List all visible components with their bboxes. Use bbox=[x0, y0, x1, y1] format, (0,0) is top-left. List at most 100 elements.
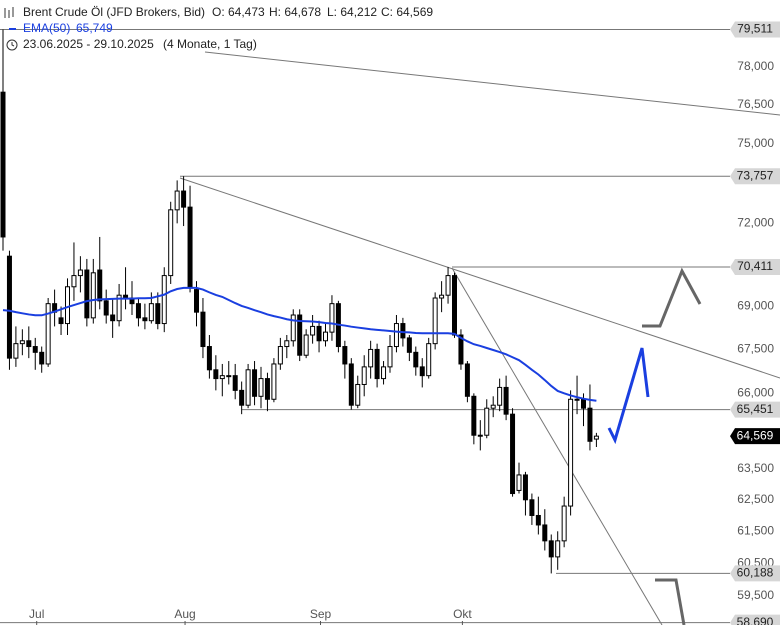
candle-body bbox=[245, 369, 251, 406]
trend-line bbox=[451, 267, 663, 625]
y-tick-label: 59,500 bbox=[737, 588, 774, 602]
candle-body bbox=[581, 398, 586, 409]
candle-body bbox=[310, 325, 316, 336]
candle-body bbox=[374, 348, 380, 380]
level-box bbox=[730, 614, 780, 625]
candle-body bbox=[568, 398, 574, 507]
candles bbox=[0, 29, 599, 574]
level-lines bbox=[0, 28, 730, 624]
candle-body bbox=[116, 294, 122, 322]
candle-body bbox=[135, 303, 141, 319]
y-tick-label: 67,500 bbox=[737, 342, 774, 356]
candle-body bbox=[39, 351, 45, 365]
ohlc-low: L: 64,212 bbox=[327, 5, 377, 19]
y-tick-label: 61,500 bbox=[737, 523, 774, 537]
candle-body bbox=[516, 474, 522, 491]
legend-value: 65,749 bbox=[76, 21, 113, 35]
candle-body bbox=[419, 366, 425, 377]
candle-body bbox=[413, 351, 419, 368]
candle-body bbox=[45, 303, 51, 365]
candle-body bbox=[258, 378, 264, 397]
candle-body bbox=[471, 395, 477, 436]
candle-body bbox=[290, 314, 296, 342]
ohlc-high: H: 64,678 bbox=[269, 5, 321, 19]
candle-body bbox=[271, 363, 277, 400]
candle-body bbox=[535, 514, 541, 526]
candle-body bbox=[103, 300, 109, 316]
candle-body bbox=[593, 435, 599, 440]
candle-body bbox=[497, 386, 503, 406]
price-labels: 79,511 73,757 70,411 65,451 60,188 58,690 64,5… bbox=[730, 21, 780, 625]
clock-icon bbox=[6, 39, 18, 51]
ema-line bbox=[2, 286, 597, 402]
candle-body bbox=[58, 317, 64, 325]
candle-body bbox=[555, 540, 561, 558]
candle-body bbox=[206, 346, 212, 371]
candle-body bbox=[84, 269, 90, 319]
candle-body bbox=[510, 413, 516, 495]
y-tick-label: 78,000 bbox=[737, 59, 774, 73]
candle-body bbox=[587, 407, 593, 442]
candle-body bbox=[13, 343, 19, 359]
axis: 59,50060,50061,50062,50063,50066,00067,5… bbox=[29, 59, 774, 625]
candle-body bbox=[174, 190, 180, 211]
candle-body bbox=[297, 314, 303, 356]
candle-body bbox=[19, 340, 25, 345]
candle-body bbox=[277, 346, 283, 365]
candle-body bbox=[77, 269, 83, 277]
trend-line bbox=[179, 177, 780, 379]
date-range: 23.06.2025 - 29.10.2025 bbox=[23, 37, 154, 51]
candle-body bbox=[439, 294, 445, 299]
candle-body bbox=[426, 343, 432, 377]
candle-body bbox=[71, 275, 77, 288]
candle-body bbox=[381, 366, 387, 380]
level-label: 60,188 bbox=[737, 566, 774, 580]
level-label: 70,411 bbox=[737, 259, 773, 273]
candle-body bbox=[445, 275, 451, 296]
x-tick-label: Jul bbox=[29, 607, 44, 621]
candle-body bbox=[155, 303, 161, 325]
candle-body bbox=[200, 311, 206, 348]
candle-body bbox=[393, 323, 399, 348]
level-label: 79,511 bbox=[737, 22, 773, 36]
candle-body bbox=[0, 91, 6, 238]
ohlc-close: C: 64,569 bbox=[381, 5, 433, 19]
level-box bbox=[730, 168, 780, 185]
x-tick-label: Sep bbox=[310, 607, 332, 621]
trend-line bbox=[204, 51, 780, 116]
candle-body bbox=[264, 378, 270, 400]
drawings bbox=[179, 51, 780, 625]
clock-icon bbox=[11, 42, 15, 47]
candle-body bbox=[142, 317, 148, 322]
level-label: 58,690 bbox=[737, 615, 774, 625]
candle-body bbox=[219, 375, 225, 380]
scenario-arrow bbox=[655, 578, 686, 625]
y-tick-label: 63,500 bbox=[737, 461, 774, 475]
level-label: 73,757 bbox=[737, 168, 774, 182]
candle-body bbox=[355, 383, 361, 406]
candle-body bbox=[522, 474, 528, 501]
candle-body bbox=[348, 363, 354, 406]
candle-body bbox=[387, 346, 393, 368]
candle-body bbox=[284, 340, 290, 348]
candle-body bbox=[329, 303, 335, 333]
candle-body bbox=[464, 363, 470, 397]
candle-body bbox=[361, 366, 367, 385]
candle-body bbox=[303, 334, 309, 356]
candle-body bbox=[181, 190, 187, 208]
y-tick-label: 69,000 bbox=[737, 299, 774, 313]
candle-body bbox=[503, 386, 509, 415]
candle-body bbox=[529, 499, 535, 516]
candle-body bbox=[542, 524, 548, 542]
candle-body bbox=[548, 540, 554, 558]
candle-body bbox=[252, 369, 258, 397]
candle-body bbox=[90, 272, 96, 319]
range-note: (4 Monate, 1 Tag) bbox=[163, 37, 257, 51]
candle-body bbox=[194, 289, 199, 313]
y-tick-label: 72,000 bbox=[737, 216, 774, 230]
scenario-arrow bbox=[607, 347, 650, 445]
level-box bbox=[730, 258, 780, 275]
candle-body bbox=[213, 369, 219, 380]
candle-body bbox=[406, 337, 412, 353]
